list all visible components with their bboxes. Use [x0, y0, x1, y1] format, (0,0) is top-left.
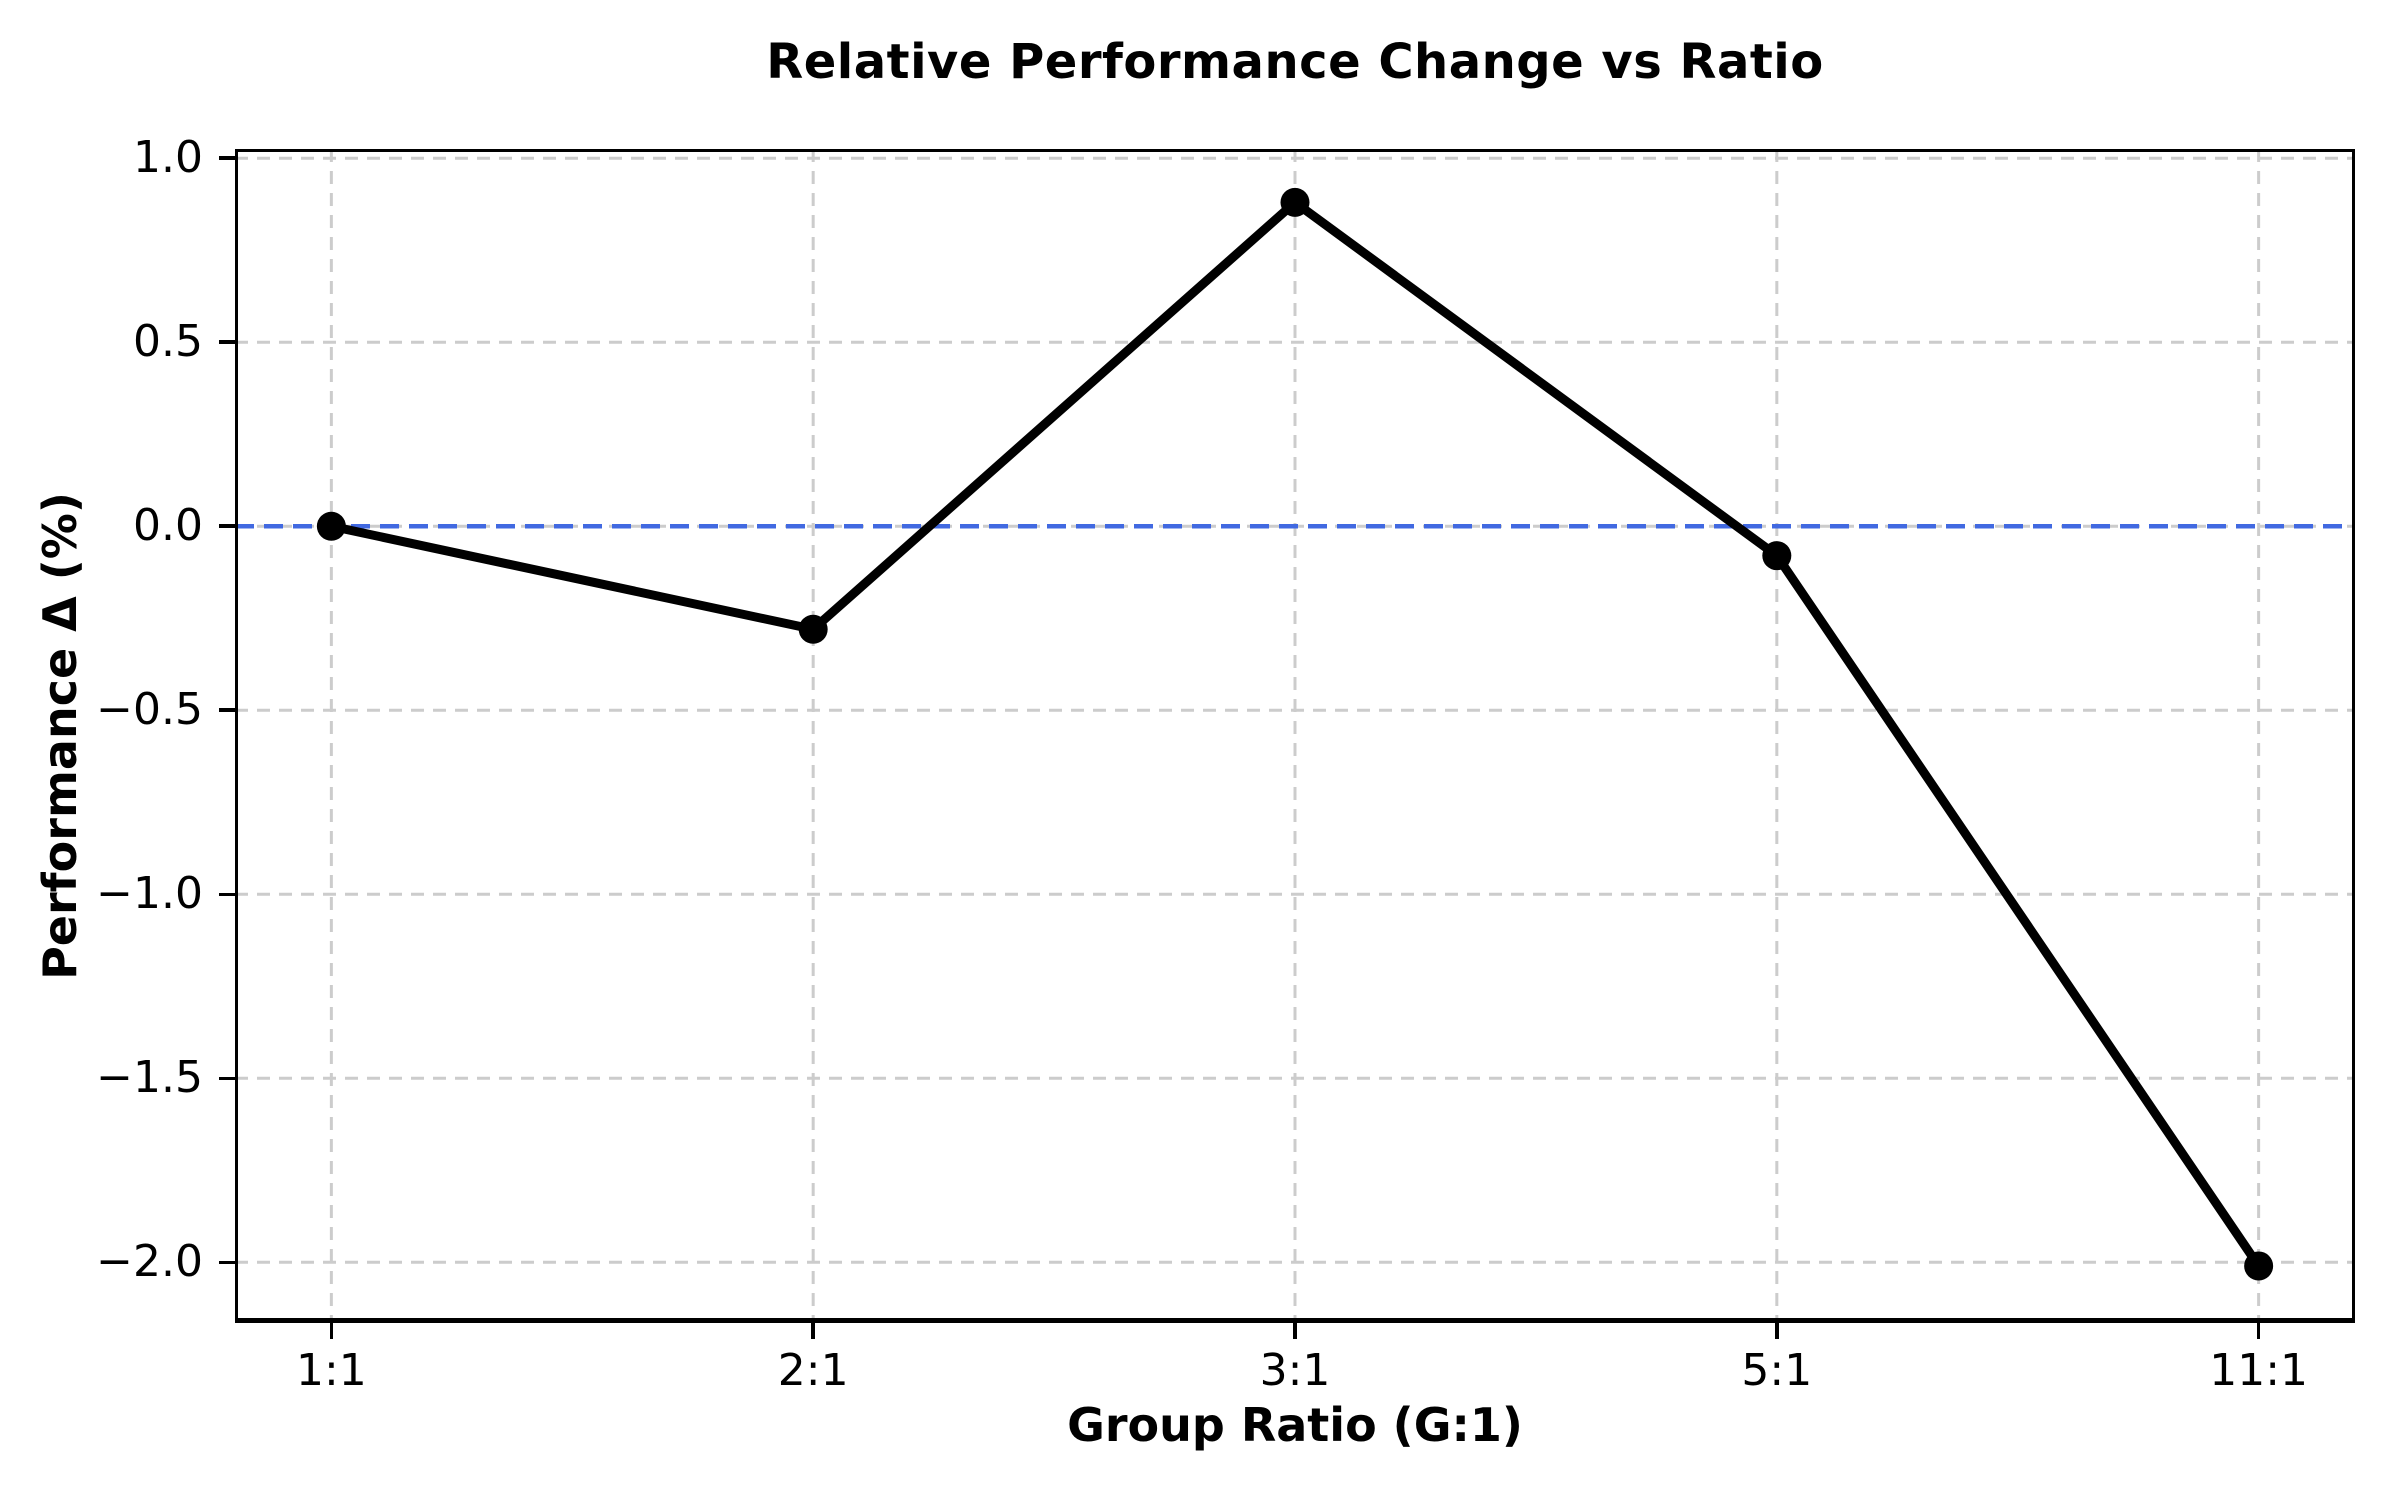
y-tick-mark — [219, 156, 235, 160]
x-tick-mark — [1293, 1323, 1297, 1339]
x-tick-mark — [329, 1323, 334, 1339]
y-tick-label: −1.0 — [96, 868, 203, 920]
y-tick-mark — [219, 892, 235, 896]
y-tick-mark — [219, 524, 235, 528]
y-tick-label: −0.5 — [96, 684, 203, 736]
chart-title: Relative Performance Change vs Ratio — [766, 34, 1824, 90]
y-tick-label: −1.5 — [96, 1052, 203, 1104]
x-tick-label: 5:1 — [1741, 1345, 1813, 1396]
y-tick-label: 0.5 — [133, 316, 203, 368]
y-tick-mark — [219, 708, 235, 712]
data-point-marker — [798, 614, 828, 644]
data-point-marker — [1280, 187, 1310, 217]
x-tick-label: 11:1 — [2209, 1345, 2309, 1396]
y-tick-mark — [219, 1076, 235, 1080]
y-tick-mark — [219, 1260, 235, 1265]
data-point-marker — [1762, 541, 1792, 571]
y-tick-label: −2.0 — [96, 1236, 203, 1288]
y-tick-mark — [219, 340, 235, 344]
x-tick-mark — [811, 1323, 815, 1339]
data-point-marker — [2244, 1251, 2274, 1281]
y-tick-label: 0.0 — [133, 500, 203, 552]
x-tick-mark — [2256, 1323, 2261, 1339]
x-tick-label: 2:1 — [777, 1345, 849, 1396]
x-axis-label: Group Ratio (G:1) — [1067, 1398, 1523, 1452]
plot-area — [235, 149, 2355, 1323]
plot-svg — [235, 149, 2355, 1323]
y-tick-label: 1.0 — [133, 132, 203, 184]
data-point-marker — [316, 511, 346, 541]
x-tick-mark — [1775, 1323, 1779, 1339]
x-tick-label: 3:1 — [1259, 1345, 1331, 1396]
x-tick-label: 1:1 — [295, 1345, 367, 1396]
